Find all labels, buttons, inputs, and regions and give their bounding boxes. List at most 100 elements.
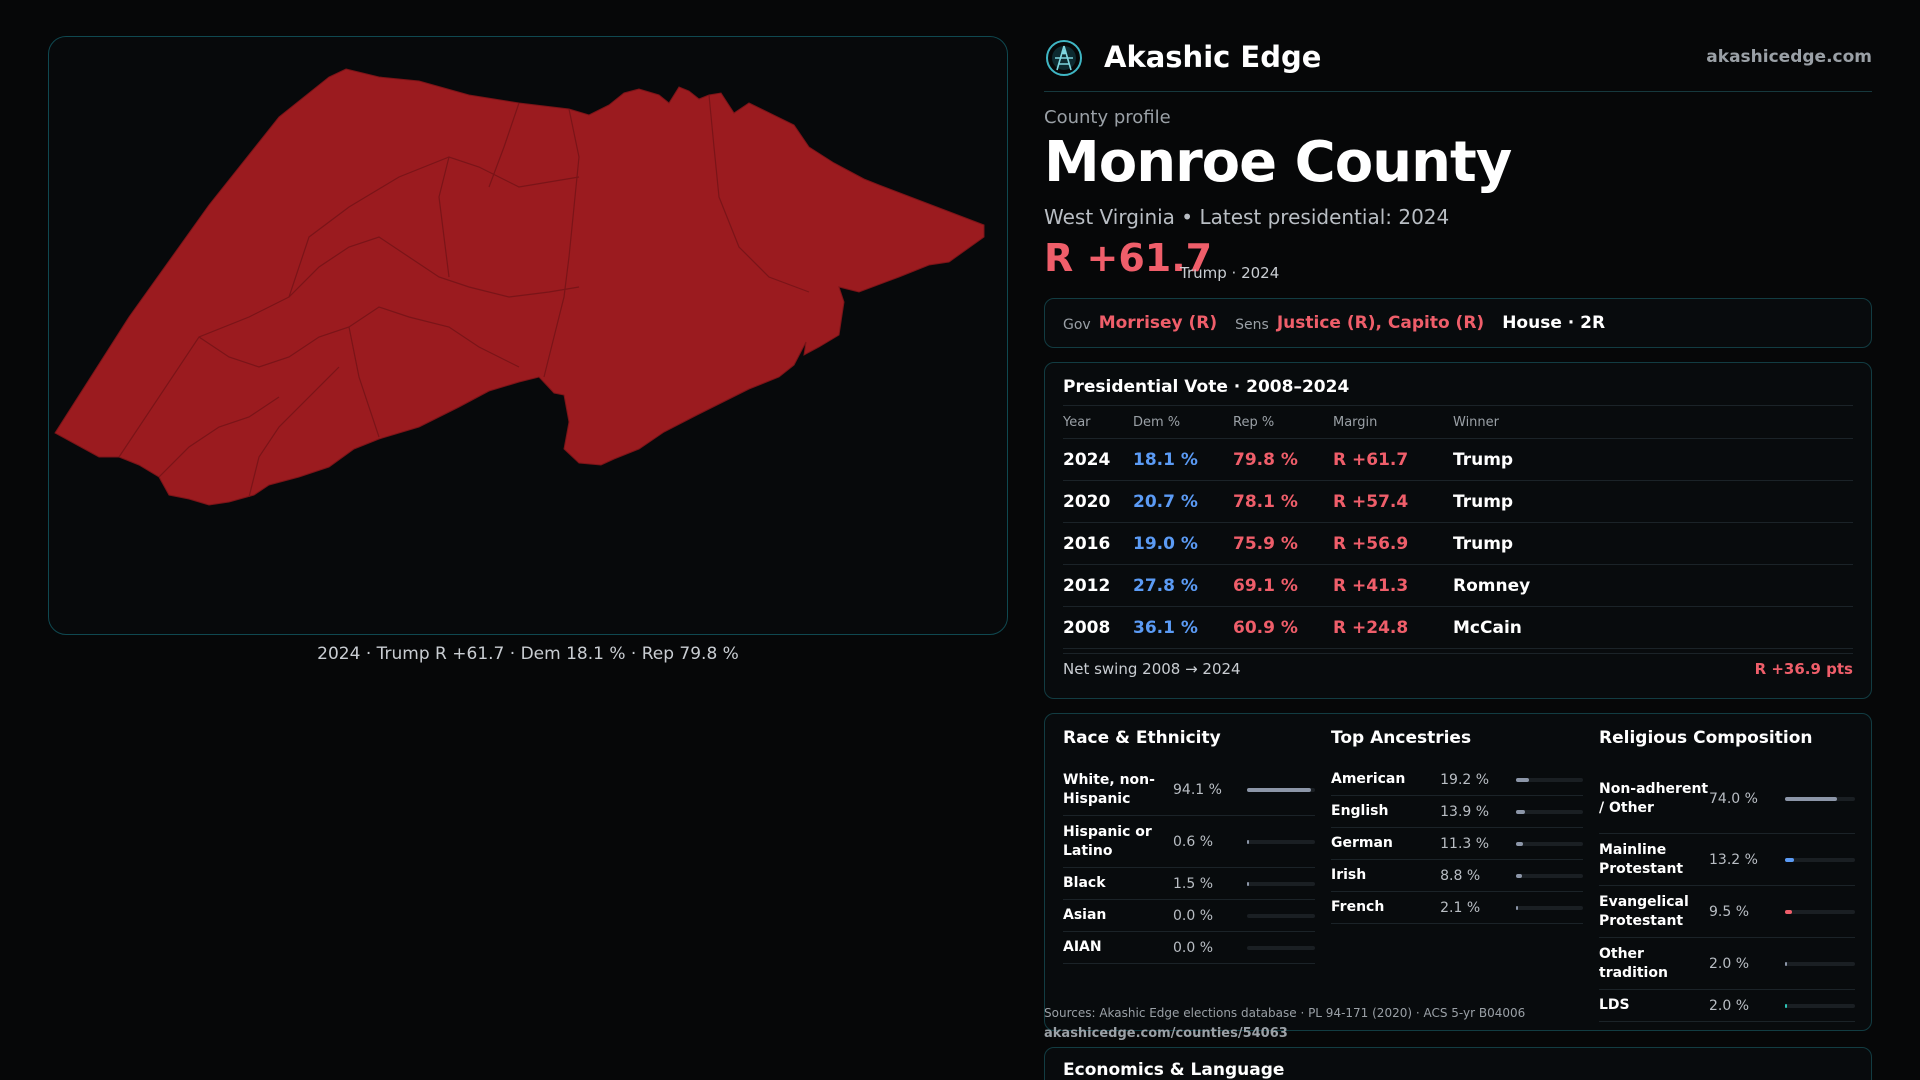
table-row[interactable]: 2008 36.1 % 60.9 % R +24.8 McCain <box>1063 607 1853 649</box>
religion-bar-fill <box>1785 961 1787 966</box>
headline-margin-meta: Trump · 2024 <box>1180 264 1280 282</box>
race-title: Race & Ethnicity <box>1063 728 1221 748</box>
col-winner-header: Winner <box>1453 414 1500 430</box>
brand-name[interactable]: Akashic Edge <box>1104 40 1322 74</box>
ancestry-value: 19.2 % <box>1440 771 1490 788</box>
religion-bar-fill <box>1785 1003 1787 1008</box>
religion-bar <box>1785 961 1855 966</box>
race-bar <box>1247 787 1315 792</box>
religion-value: 9.5 % <box>1709 903 1750 920</box>
cell-year: 2016 <box>1063 533 1111 554</box>
religion-bar <box>1785 796 1855 801</box>
table-row[interactable]: 2024 18.1 % 79.8 % R +61.7 Trump <box>1063 439 1853 481</box>
religion-value: 74.0 % <box>1709 790 1758 807</box>
subdivision-lines <box>118 94 810 498</box>
race-bar <box>1247 913 1315 918</box>
ancestry-label: French <box>1331 899 1385 915</box>
religion-bar-fill <box>1785 796 1837 801</box>
religion-label: LDS <box>1599 997 1630 1013</box>
race-ethnicity-section: Race & Ethnicity White, non-Hispanic 94.1… <box>1063 728 1315 964</box>
sources-url-link[interactable]: akashicedge.com/counties/54063 <box>1044 1026 1288 1041</box>
ancestry-value: 11.3 % <box>1440 835 1490 852</box>
ancestry-value: 8.8 % <box>1440 867 1481 884</box>
county-shape[interactable] <box>54 68 985 506</box>
ancestry-row: Irish 8.8 % <box>1331 860 1584 892</box>
religion-bar-fill <box>1785 857 1795 862</box>
ancestry-bar <box>1515 777 1584 782</box>
religion-value: 2.0 % <box>1709 955 1750 972</box>
cell-margin: R +56.9 <box>1333 533 1409 554</box>
cell-rep: 78.1 % <box>1233 491 1298 512</box>
race-label: Asian <box>1063 907 1107 923</box>
economics-language-card: Economics & Language <box>1044 1047 1872 1080</box>
cell-dem: 27.8 % <box>1133 575 1198 596</box>
ancestry-bar-fill <box>1515 905 1518 910</box>
religion-label: Mainline Protestant <box>1599 841 1684 877</box>
table-row[interactable]: 2020 20.7 % 78.1 % R +57.4 Trump <box>1063 481 1853 523</box>
race-bar <box>1247 839 1315 844</box>
ancestry-bar <box>1515 873 1584 878</box>
ancestry-bar-fill <box>1515 841 1524 846</box>
religion-label: Evangelical Protestant <box>1599 893 1689 929</box>
ancestry-bar-fill <box>1515 873 1522 878</box>
county-map[interactable] <box>48 36 1008 635</box>
brand-logo-icon[interactable] <box>1044 38 1084 78</box>
table-row[interactable]: 2016 19.0 % 75.9 % R +56.9 Trump <box>1063 523 1853 565</box>
race-label: AIAN <box>1063 939 1102 955</box>
presidential-vote-card: Presidential Vote · 2008–2024 Year Dem %… <box>1044 362 1872 699</box>
religion-value: 2.0 % <box>1709 997 1750 1014</box>
governor-value: Morrisey (R) <box>1098 313 1218 333</box>
ancestry-value: 2.1 % <box>1440 899 1481 916</box>
gov-key: Gov <box>1063 317 1091 333</box>
cell-rep: 79.8 % <box>1233 449 1298 470</box>
col-dem-header: Dem % <box>1133 414 1181 430</box>
cell-dem: 18.1 % <box>1133 449 1198 470</box>
race-row: Black 1.5 % <box>1063 868 1315 900</box>
vote-card-title: Presidential Vote · 2008–2024 <box>1063 377 1350 397</box>
cell-winner: Trump <box>1453 533 1514 554</box>
religion-bar <box>1785 1003 1855 1008</box>
religion-list: Non-adherent / Other 74.0 % Mainline Prote… <box>1599 764 1855 1022</box>
ancestry-bar <box>1515 809 1584 814</box>
cell-winner: McCain <box>1453 617 1522 638</box>
demographics-card: Race & Ethnicity White, non-Hispanic 94.1… <box>1044 713 1872 1031</box>
sens-key: Sens <box>1235 317 1269 333</box>
religion-bar <box>1785 857 1855 862</box>
race-value: 0.0 % <box>1173 907 1214 924</box>
senators-value: Justice (R), Capito (R) <box>1276 313 1485 333</box>
race-bar <box>1247 945 1315 950</box>
religion-value: 13.2 % <box>1709 851 1758 868</box>
ancestry-row: German 11.3 % <box>1331 828 1584 860</box>
cell-margin: R +61.7 <box>1333 449 1409 470</box>
col-rep-header: Rep % <box>1233 414 1275 430</box>
race-row: Hispanic or Latino 0.6 % <box>1063 816 1315 868</box>
cell-year: 2024 <box>1063 449 1111 470</box>
cell-margin: R +24.8 <box>1333 617 1409 638</box>
vote-table: Year Dem % Rep % Margin Winner 2024 18.1… <box>1063 405 1853 649</box>
race-value: 0.0 % <box>1173 939 1214 956</box>
ancestry-row: English 13.9 % <box>1331 796 1584 828</box>
ancestry-label: Irish <box>1331 867 1367 883</box>
race-row: White, non-Hispanic 94.1 % <box>1063 764 1315 816</box>
cell-rep: 60.9 % <box>1233 617 1298 638</box>
ancestry-bar-fill <box>1515 777 1529 782</box>
officials-bar: Gov Morrisey (R) Sens Justice (R), Capit… <box>1044 298 1872 348</box>
race-bar <box>1247 881 1315 886</box>
race-label: White, non-Hispanic <box>1063 771 1155 807</box>
race-label: Hispanic or Latino <box>1063 823 1152 859</box>
brand-url-link[interactable]: akashicedge.com <box>1706 47 1872 67</box>
cell-rep: 69.1 % <box>1233 575 1298 596</box>
page-title: Monroe County <box>1044 130 1512 195</box>
cell-winner: Trump <box>1453 491 1514 512</box>
religion-title: Religious Composition <box>1599 728 1813 748</box>
ancestry-label: English <box>1331 803 1389 819</box>
cell-year: 2020 <box>1063 491 1111 512</box>
econ-title: Economics & Language <box>1063 1060 1285 1080</box>
ancestry-bar-fill <box>1515 809 1525 814</box>
table-row[interactable]: 2012 27.8 % 69.1 % R +41.3 Romney <box>1063 565 1853 607</box>
religion-section: Religious Composition Non-adherent / Oth… <box>1599 728 1855 1022</box>
county-subtitle: West Virginia • Latest presidential: 202… <box>1044 205 1450 229</box>
ancestries-section: Top Ancestries American 19.2 % English 13.9… <box>1331 728 1584 924</box>
race-row: Asian 0.0 % <box>1063 900 1315 932</box>
religion-row: LDS 2.0 % <box>1599 990 1855 1022</box>
